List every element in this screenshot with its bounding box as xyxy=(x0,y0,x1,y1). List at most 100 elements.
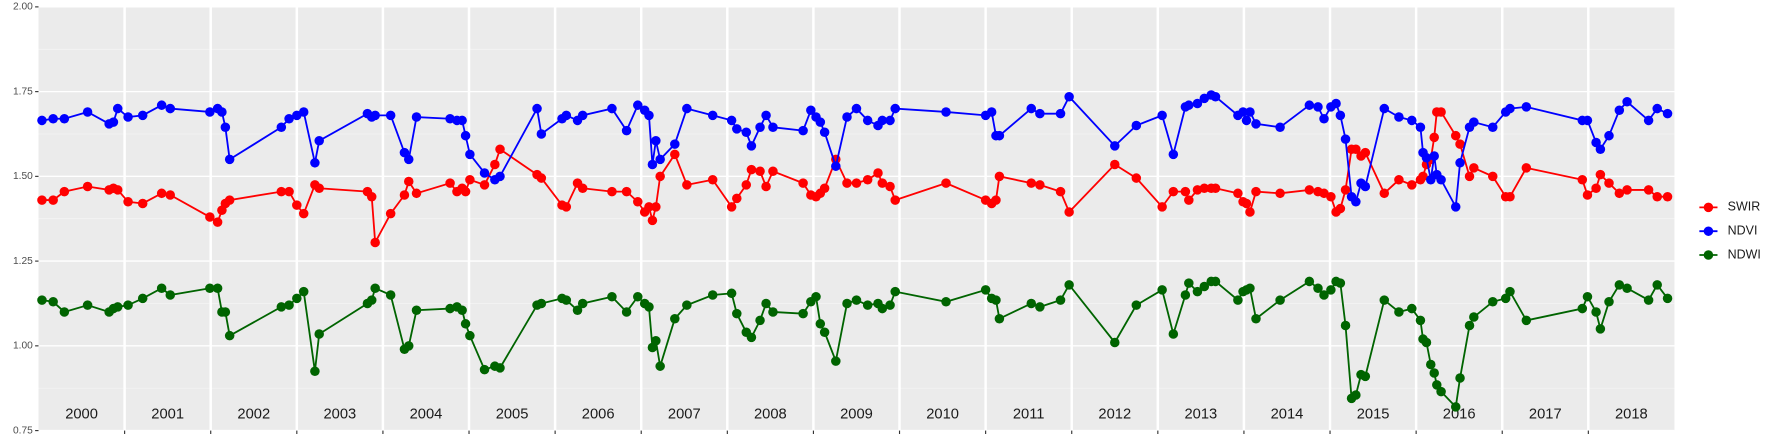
data-point xyxy=(59,307,70,317)
data-point xyxy=(212,217,223,227)
data-point xyxy=(366,191,377,202)
data-point xyxy=(682,180,692,190)
data-point xyxy=(726,115,737,126)
data-point xyxy=(726,288,737,299)
data-point xyxy=(1464,171,1475,182)
data-point xyxy=(1488,171,1498,182)
data-point xyxy=(1415,122,1426,132)
data-point xyxy=(1275,295,1285,305)
data-point xyxy=(1407,303,1417,314)
data-point xyxy=(1168,149,1179,160)
data-point xyxy=(1394,307,1404,317)
data-point xyxy=(1184,278,1194,288)
data-point xyxy=(532,103,542,114)
data-point xyxy=(536,129,547,139)
data-point xyxy=(885,181,895,192)
data-point xyxy=(156,283,167,293)
data-point xyxy=(890,286,900,297)
data-point xyxy=(536,173,547,183)
data-point xyxy=(561,295,572,305)
data-point xyxy=(1429,132,1439,143)
data-point xyxy=(495,171,505,182)
data-point xyxy=(1251,313,1261,324)
data-point xyxy=(479,168,490,178)
data-point xyxy=(292,293,302,304)
data-point xyxy=(224,154,235,165)
data-point xyxy=(284,300,294,310)
data-point xyxy=(1275,122,1285,132)
data-point xyxy=(991,295,1001,305)
data-point xyxy=(495,144,505,155)
year-label: 2002 xyxy=(237,407,270,423)
data-point xyxy=(651,202,661,212)
data-point xyxy=(284,113,294,124)
data-point xyxy=(941,107,951,117)
data-point xyxy=(1379,188,1390,199)
data-point xyxy=(670,313,680,324)
year-label: 2006 xyxy=(582,407,615,423)
data-point xyxy=(862,300,873,310)
data-point xyxy=(465,174,475,185)
data-point xyxy=(1233,188,1243,199)
data-point xyxy=(746,164,757,175)
data-point xyxy=(1251,186,1261,197)
data-point xyxy=(1157,110,1167,121)
data-point xyxy=(460,130,471,141)
data-point xyxy=(1351,144,1361,155)
data-point xyxy=(746,332,757,343)
data-point xyxy=(670,149,680,160)
data-point xyxy=(851,295,862,305)
data-point xyxy=(1591,183,1601,193)
data-point xyxy=(1360,371,1371,382)
data-point xyxy=(1180,186,1191,197)
data-point xyxy=(156,100,167,110)
data-point xyxy=(1064,207,1074,217)
data-point xyxy=(877,115,888,126)
data-point xyxy=(1055,295,1066,305)
data-point xyxy=(726,202,737,212)
data-point xyxy=(1131,120,1142,131)
data-point xyxy=(1488,122,1498,132)
data-point xyxy=(366,295,377,305)
data-point xyxy=(460,319,471,329)
data-point xyxy=(941,178,951,188)
data-point xyxy=(123,112,133,122)
data-point xyxy=(445,178,455,188)
data-point xyxy=(819,327,830,338)
data-point xyxy=(1238,107,1248,117)
data-point xyxy=(112,103,123,114)
data-point xyxy=(873,168,883,178)
data-point xyxy=(1110,141,1120,151)
data-point xyxy=(298,208,309,219)
data-point xyxy=(411,112,422,122)
data-point xyxy=(1464,320,1475,331)
data-point xyxy=(536,298,547,309)
data-point xyxy=(851,178,862,188)
y-tick-label: 2.00 xyxy=(13,2,33,13)
data-point xyxy=(1595,324,1606,334)
data-point xyxy=(651,136,661,146)
data-point xyxy=(276,122,287,132)
data-point xyxy=(1064,91,1074,102)
data-point xyxy=(994,171,1005,182)
data-point xyxy=(1360,181,1371,192)
data-point xyxy=(682,103,692,114)
data-point xyxy=(1326,191,1336,202)
data-point xyxy=(1180,290,1191,300)
data-point xyxy=(842,298,852,309)
data-point xyxy=(644,202,654,212)
data-point xyxy=(1426,359,1436,370)
data-point xyxy=(1210,91,1221,102)
data-point xyxy=(1026,178,1037,188)
data-point xyxy=(1184,195,1194,205)
data-point xyxy=(741,180,752,190)
data-point xyxy=(1245,107,1255,117)
data-point xyxy=(1521,102,1532,112)
data-point xyxy=(798,178,808,188)
y-tick-label: 1.25 xyxy=(13,256,33,267)
data-point xyxy=(1379,103,1390,114)
data-point xyxy=(48,297,58,307)
data-point xyxy=(1450,402,1461,412)
data-point xyxy=(755,315,765,326)
year-label: 2009 xyxy=(840,407,873,423)
